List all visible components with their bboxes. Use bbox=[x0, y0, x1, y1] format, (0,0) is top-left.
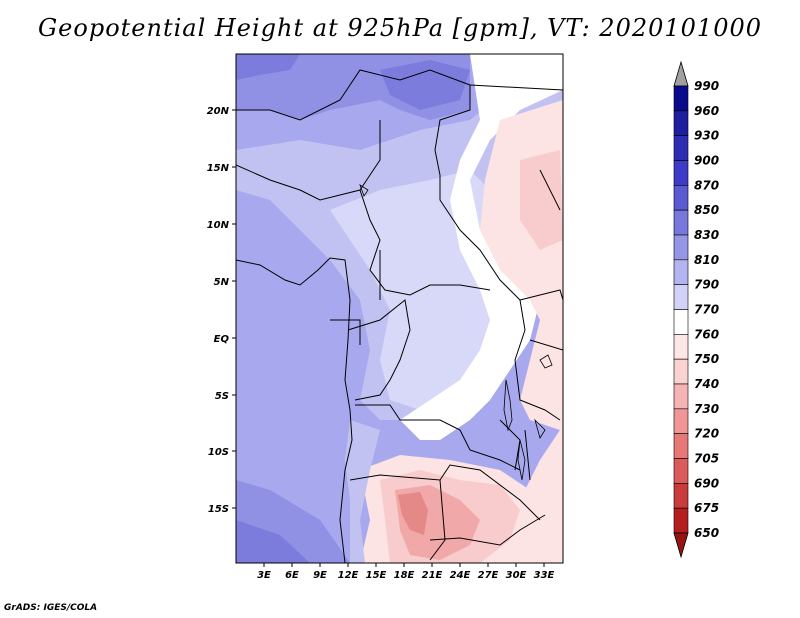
lon-tick-label: 15E bbox=[366, 570, 387, 581]
colorbar-box bbox=[673, 160, 689, 186]
lon-tick-label: 33E bbox=[534, 570, 555, 581]
lat-tick-label: 20N bbox=[207, 106, 230, 117]
lon-tick-label: 3E bbox=[257, 570, 271, 581]
lat-tick-label: 10S bbox=[208, 447, 229, 458]
colorbar-top-arrow bbox=[673, 60, 689, 87]
colorbar-level-label: 675 bbox=[694, 501, 719, 515]
map-plot bbox=[236, 54, 563, 563]
lake-outlines bbox=[359, 184, 553, 481]
colorbar-box bbox=[673, 507, 689, 534]
colorbar-level-label: 650 bbox=[694, 526, 719, 540]
colorbar-level-label: 760 bbox=[694, 327, 719, 341]
height-field-850 bbox=[236, 520, 310, 563]
colorbar-box bbox=[673, 85, 689, 112]
colorbar-box bbox=[673, 309, 689, 335]
lon-tick-label: 24E bbox=[450, 570, 471, 581]
lat-tick-label: 10N bbox=[207, 220, 230, 231]
lon-tick-label: 30E bbox=[506, 570, 527, 581]
lat-axis: 20N 15N 10N 5N EQ 5S 10S 15S bbox=[207, 106, 236, 515]
height-field-740 bbox=[520, 150, 563, 250]
colorbar-level-label: 810 bbox=[694, 253, 719, 267]
colorbar-box bbox=[673, 234, 689, 261]
colorbar-box bbox=[673, 284, 689, 310]
colorbar-box bbox=[673, 458, 689, 484]
height-field-850 bbox=[236, 54, 300, 80]
lat-tick-label: EQ bbox=[214, 334, 230, 345]
political-boundaries bbox=[236, 69, 563, 563]
colorbar-level-label: 705 bbox=[694, 452, 719, 466]
colorbar-level-label: 870 bbox=[694, 178, 719, 192]
colorbar-level-label: 900 bbox=[694, 154, 719, 168]
colorbar-level-label: 960 bbox=[694, 104, 719, 118]
colorbar-box bbox=[673, 110, 689, 136]
lon-tick-label: 6E bbox=[285, 570, 299, 581]
colorbar-box bbox=[673, 135, 689, 161]
lat-tick-label: 5N bbox=[214, 277, 230, 288]
colorbar-bottom-arrow bbox=[673, 532, 689, 559]
colorbar-level-label: 730 bbox=[694, 402, 719, 416]
colorbar-box bbox=[673, 334, 689, 360]
lon-tick-label: 18E bbox=[394, 570, 415, 581]
colorbar-level-label: 830 bbox=[694, 228, 719, 242]
colorbar-boxes bbox=[673, 85, 689, 534]
lat-tick-label: 15N bbox=[207, 163, 230, 174]
colorbar: 990 960 930 900 870 850 830 810 790 770 760 750 740 7… bbox=[673, 60, 719, 559]
colorbar-box bbox=[673, 358, 689, 385]
colorbar-level-label: 720 bbox=[694, 427, 719, 441]
colorbar-level-label: 990 bbox=[694, 79, 719, 93]
plot-frame bbox=[235, 53, 564, 564]
grads-credit: GrADS: IGES/COLA bbox=[4, 603, 98, 613]
colorbar-level-label: 740 bbox=[694, 377, 719, 391]
lon-tick-label: 12E bbox=[338, 570, 359, 581]
height-field-850 bbox=[380, 60, 470, 110]
chart-title: Geopotential Height at 925hPa [gpm], VT:… bbox=[38, 14, 762, 42]
colorbar-box bbox=[673, 209, 689, 236]
lon-axis: 3E 6E 9E 12E 15E 18E 21E 24E 27E 30E 33E bbox=[257, 563, 555, 581]
colorbar-level-label: 850 bbox=[694, 203, 719, 217]
colorbar-box bbox=[673, 383, 689, 410]
lat-tick-label: 15S bbox=[208, 504, 229, 515]
colorbar-box bbox=[673, 433, 689, 459]
colorbar-level-label: 790 bbox=[694, 278, 719, 292]
colorbar-level-label: 750 bbox=[694, 352, 719, 366]
colorbar-box bbox=[673, 185, 689, 211]
lat-tick-label: 5S bbox=[215, 391, 229, 402]
colorbar-box bbox=[673, 259, 689, 285]
height-field-720 bbox=[398, 492, 428, 535]
colorbar-box bbox=[673, 483, 689, 509]
colorbar-level-label: 930 bbox=[694, 129, 719, 143]
colorbar-level-label: 770 bbox=[694, 303, 719, 317]
lon-tick-label: 21E bbox=[422, 570, 443, 581]
lon-tick-label: 9E bbox=[313, 570, 327, 581]
colorbar-box bbox=[673, 408, 689, 434]
height-field-760 bbox=[400, 54, 563, 440]
colorbar-level-label: 690 bbox=[694, 476, 719, 490]
height-field-800 bbox=[345, 420, 380, 563]
colorbar-labels: 990 960 930 900 870 850 830 810 790 770 760 750 740 7… bbox=[694, 79, 719, 540]
lon-tick-label: 27E bbox=[478, 570, 499, 581]
